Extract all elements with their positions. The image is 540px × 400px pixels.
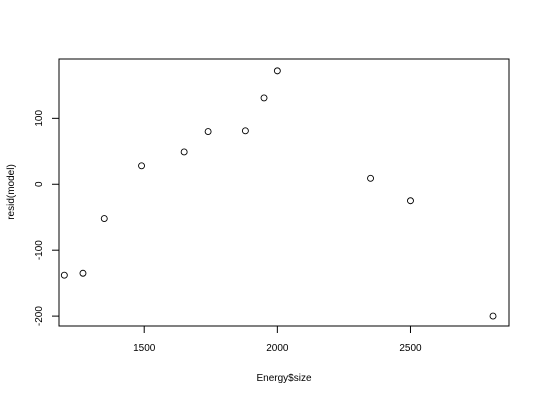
x-tick-label: 2500: [399, 343, 422, 354]
x-tick-label: 1500: [133, 343, 156, 354]
y-tick-label: -200: [34, 306, 45, 326]
plot-frame: [58, 58, 510, 327]
y-tick-label: 100: [34, 110, 45, 127]
data-point: [100, 215, 108, 222]
y-axis-label: resid(model): [6, 164, 17, 220]
data-point: [367, 174, 374, 182]
data-point: [489, 312, 497, 320]
data-point: [79, 269, 87, 277]
data-point: [407, 197, 414, 205]
data-point: [138, 162, 145, 170]
data-point: [241, 127, 249, 135]
data-point: [60, 271, 68, 279]
data-point: [273, 67, 281, 75]
data-point: [180, 148, 188, 156]
data-point: [204, 128, 212, 135]
x-axis: 1500 2000 2500: [133, 325, 422, 354]
y-axis: -200 -100 0 100: [34, 110, 60, 326]
x-axis-label: Energy$size: [256, 373, 311, 384]
y-tick-label: -100: [34, 240, 45, 260]
data-point: [260, 94, 268, 102]
data-points: [60, 67, 497, 320]
y-tick-label: 0: [34, 181, 45, 187]
x-tick-label: 2000: [266, 343, 289, 354]
